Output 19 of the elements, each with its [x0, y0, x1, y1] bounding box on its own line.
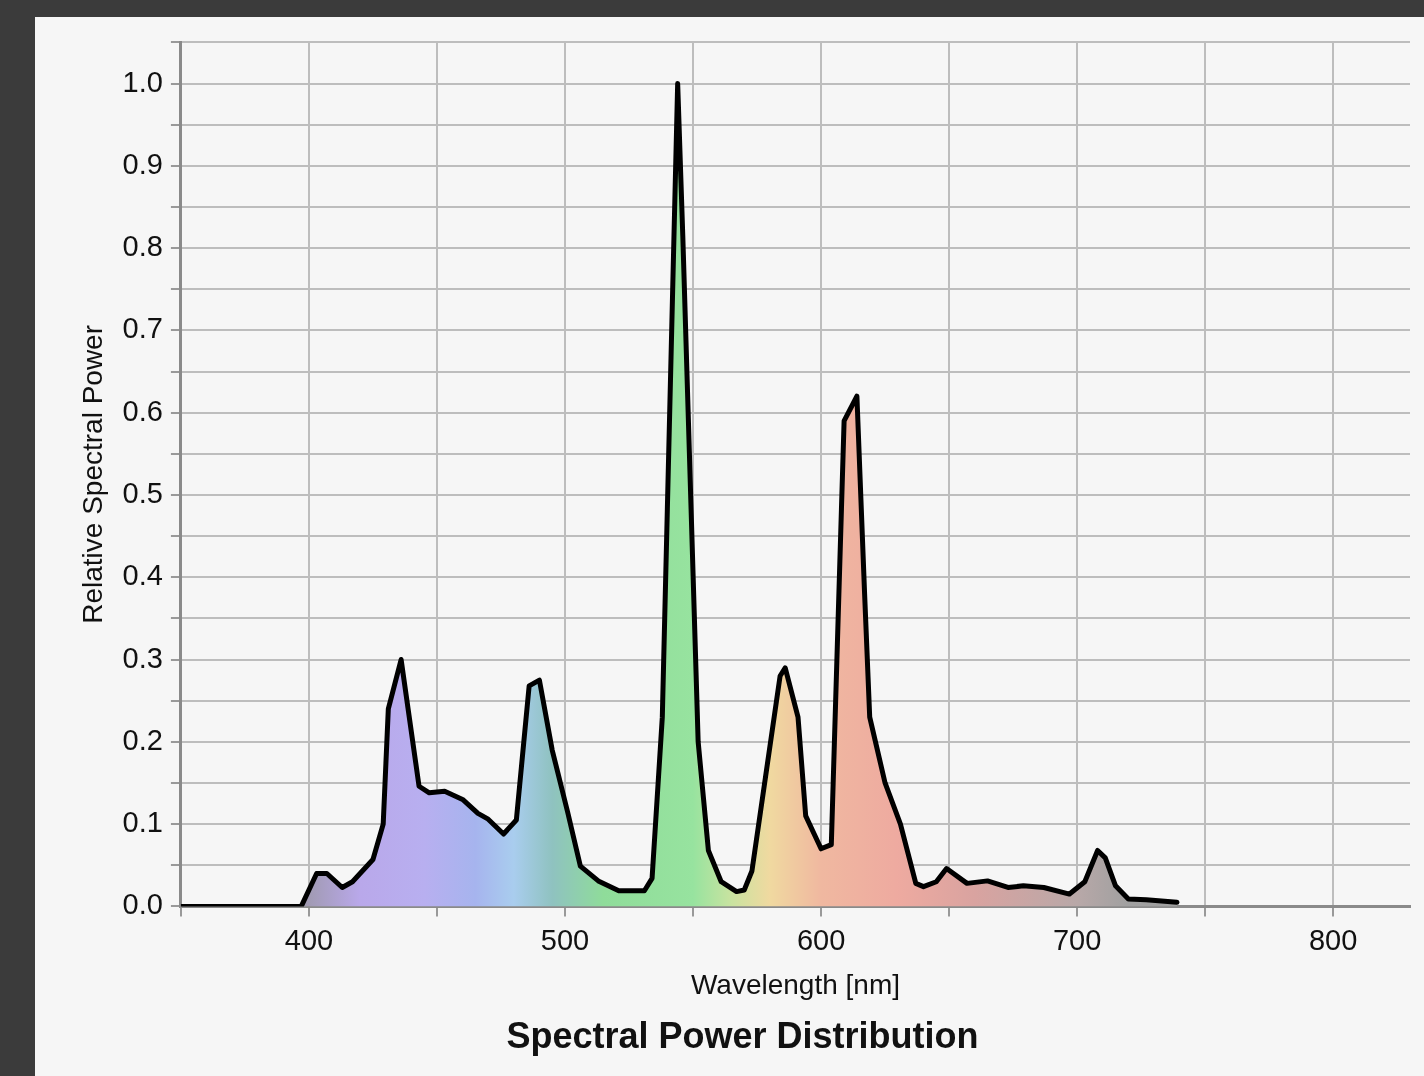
- x-axis-title: Wavelength [nm]: [690, 968, 900, 1000]
- y-tick-label: 0.1: [122, 806, 163, 839]
- x-tick-label: 600: [796, 923, 846, 956]
- y-tick-label: 0.7: [122, 312, 163, 345]
- x-tick-label: 400: [284, 923, 334, 956]
- y-tick-label: 0.2: [122, 723, 163, 756]
- x-tick-label: 500: [540, 923, 590, 956]
- text: Spectral Power Distribution: [506, 1015, 979, 1057]
- y-tick-label: 0.9: [122, 147, 163, 180]
- y-tick-label: 0.0: [122, 888, 163, 921]
- y-axis-title: Relative Spectral Power: [76, 324, 108, 624]
- y-tick-label: 0.5: [122, 476, 163, 509]
- y-tick-label: 0.4: [122, 559, 163, 592]
- y-tick-label: 0.8: [122, 230, 163, 263]
- y-tick-label: 0.3: [122, 641, 163, 674]
- x-tick-label: 700: [1052, 923, 1102, 956]
- x-tick-label: 800: [1308, 923, 1358, 956]
- y-tick-label: 1.0: [122, 65, 163, 98]
- y-tick-label: 0.6: [122, 394, 163, 427]
